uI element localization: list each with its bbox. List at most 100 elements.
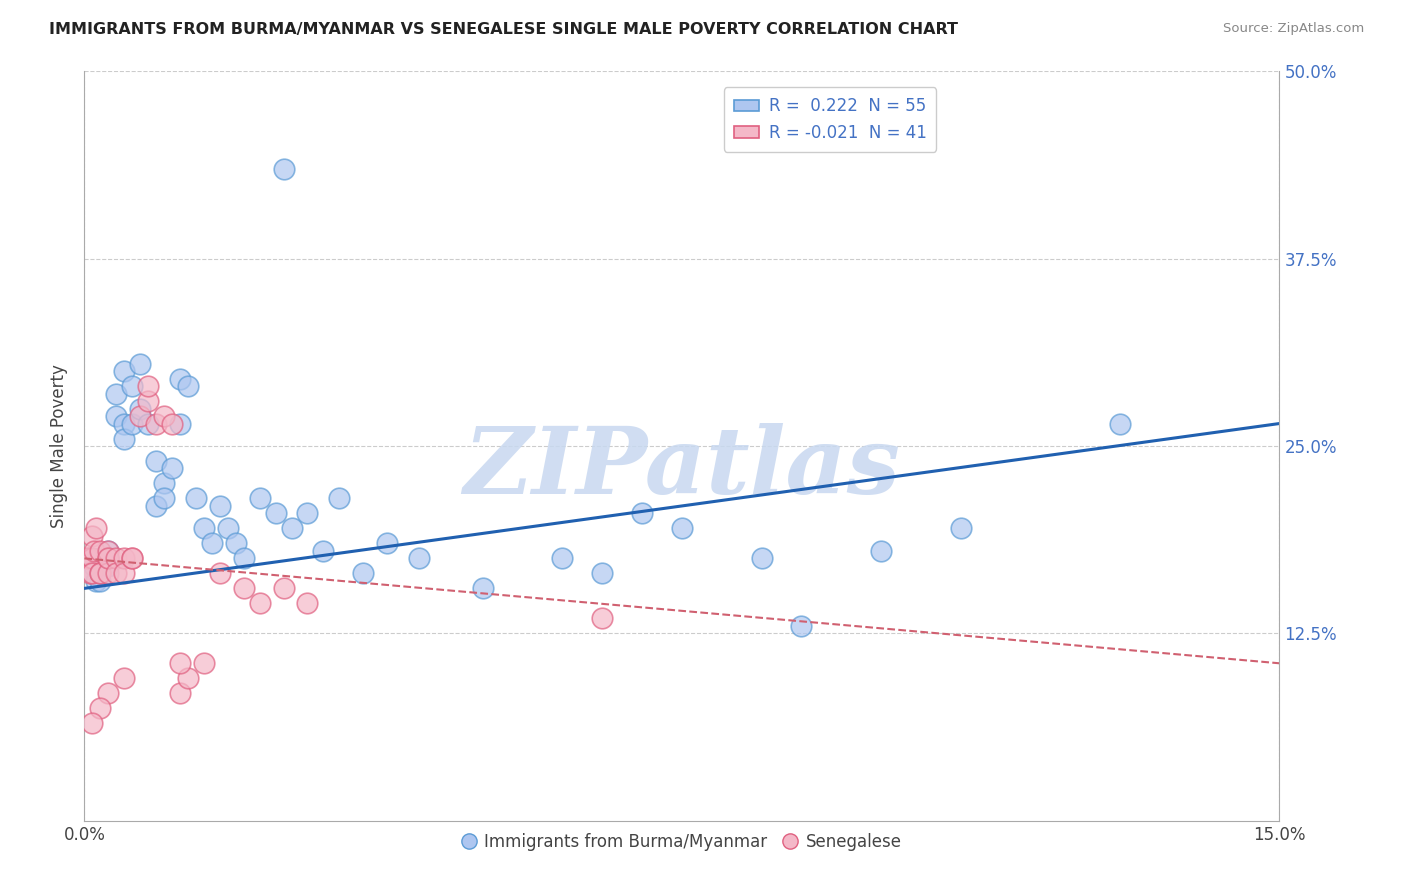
- Text: IMMIGRANTS FROM BURMA/MYANMAR VS SENEGALESE SINGLE MALE POVERTY CORRELATION CHAR: IMMIGRANTS FROM BURMA/MYANMAR VS SENEGAL…: [49, 22, 959, 37]
- Point: [89, 574, 111, 588]
- Point: [375, 536, 398, 550]
- Point: [153, 491, 176, 506]
- Point: [471, 582, 494, 596]
- Point: [145, 417, 167, 431]
- Point: [160, 461, 183, 475]
- Point: [551, 551, 574, 566]
- Text: Source: ZipAtlas.com: Source: ZipAtlas.com: [1223, 22, 1364, 36]
- Point: [297, 507, 319, 521]
- Point: [105, 551, 128, 566]
- Point: [89, 544, 111, 558]
- Point: [79, 566, 101, 581]
- Point: [177, 671, 200, 685]
- Point: [160, 417, 183, 431]
- Point: [89, 566, 111, 581]
- Point: [121, 551, 143, 566]
- Point: [249, 491, 271, 506]
- Point: [280, 521, 302, 535]
- Point: [273, 161, 295, 176]
- Point: [169, 686, 191, 700]
- Point: [112, 671, 135, 685]
- Legend: Immigrants from Burma/Myanmar, Senegalese: Immigrants from Burma/Myanmar, Senegales…: [456, 826, 908, 857]
- Point: [631, 507, 654, 521]
- Point: [671, 521, 693, 535]
- Point: [105, 409, 128, 423]
- Point: [97, 558, 120, 573]
- Text: ZIPatlas: ZIPatlas: [464, 424, 900, 514]
- Point: [83, 558, 105, 573]
- Point: [82, 716, 104, 731]
- Point: [193, 657, 215, 671]
- Point: [153, 409, 176, 423]
- Point: [112, 551, 135, 566]
- Point: [145, 454, 167, 468]
- Point: [264, 507, 287, 521]
- Point: [97, 686, 120, 700]
- Point: [112, 566, 135, 581]
- Point: [121, 379, 143, 393]
- Point: [273, 582, 295, 596]
- Point: [80, 551, 103, 566]
- Point: [153, 476, 176, 491]
- Point: [184, 491, 207, 506]
- Point: [82, 529, 104, 543]
- Point: [121, 417, 143, 431]
- Point: [136, 379, 159, 393]
- Point: [312, 544, 335, 558]
- Point: [97, 566, 120, 581]
- Point: [112, 364, 135, 378]
- Point: [169, 417, 191, 431]
- Point: [1109, 417, 1132, 431]
- Point: [136, 417, 159, 431]
- Point: [193, 521, 215, 535]
- Point: [97, 551, 120, 566]
- Point: [145, 499, 167, 513]
- Point: [790, 619, 813, 633]
- Point: [169, 371, 191, 385]
- Point: [97, 544, 120, 558]
- Point: [112, 432, 135, 446]
- Point: [177, 379, 200, 393]
- Point: [86, 521, 108, 535]
- Point: [328, 491, 350, 506]
- Point: [121, 551, 143, 566]
- Point: [408, 551, 430, 566]
- Point: [870, 544, 893, 558]
- Point: [82, 551, 104, 566]
- Point: [77, 551, 100, 566]
- Point: [83, 544, 105, 558]
- Y-axis label: Single Male Poverty: Single Male Poverty: [51, 364, 69, 528]
- Point: [105, 566, 128, 581]
- Point: [217, 521, 239, 535]
- Point: [129, 357, 152, 371]
- Point: [82, 566, 104, 581]
- Point: [89, 551, 111, 566]
- Point: [232, 582, 254, 596]
- Point: [225, 536, 247, 550]
- Point: [105, 386, 128, 401]
- Point: [129, 401, 152, 416]
- Point: [97, 551, 120, 566]
- Point: [89, 701, 111, 715]
- Point: [352, 566, 374, 581]
- Point: [86, 574, 108, 588]
- Point: [97, 544, 120, 558]
- Point: [201, 536, 224, 550]
- Point: [591, 611, 613, 625]
- Point: [136, 394, 159, 409]
- Point: [129, 409, 152, 423]
- Point: [82, 566, 104, 581]
- Point: [949, 521, 972, 535]
- Point: [751, 551, 773, 566]
- Point: [89, 566, 111, 581]
- Point: [89, 566, 111, 581]
- Point: [208, 566, 231, 581]
- Point: [208, 499, 231, 513]
- Point: [112, 417, 135, 431]
- Point: [249, 596, 271, 610]
- Point: [169, 657, 191, 671]
- Point: [76, 551, 98, 566]
- Point: [232, 551, 254, 566]
- Point: [297, 596, 319, 610]
- Point: [591, 566, 613, 581]
